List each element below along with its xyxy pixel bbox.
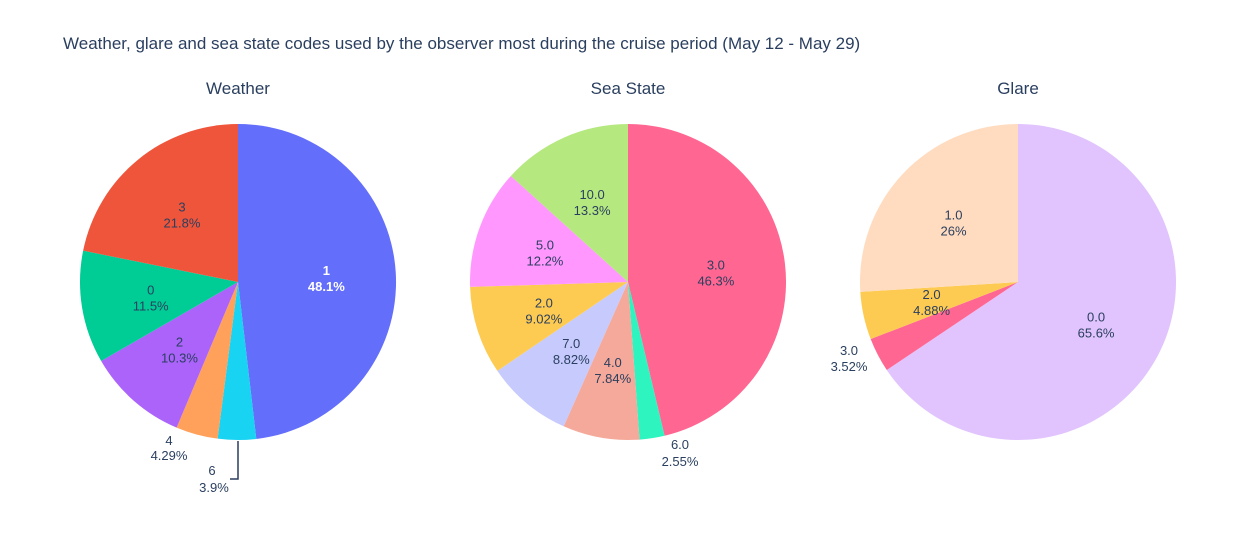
pie-slice-percent: 13.3% [574,203,611,218]
pie-slice-label: 0.0 [1087,310,1105,325]
pie-slice-label: 3.0 [840,343,858,358]
pie-slice-6-0 [628,282,665,440]
pie-slice-percent: 21.8% [164,216,201,231]
pie-slice-label: 6 [208,463,215,478]
pie-slice-percent: 11.5% [133,298,169,313]
pie-slice-label: 7.0 [562,336,580,351]
pie-slice-0 [80,250,238,362]
pie-slice-percent: 9.02% [525,311,562,326]
pie-slice-percent: 26% [940,223,966,238]
pie-slice-0-0 [886,124,1177,441]
pie-slice-4-0 [563,282,640,441]
pie-slice-6 [217,282,257,441]
pie-slice-percent: 48.1% [308,279,345,294]
pie-slice-label: 3 [178,200,185,215]
pie-leader-line [230,441,239,480]
pie-title: Glare [997,79,1039,98]
pie-slice-label: 6.0 [671,437,689,452]
pie-seastate: Sea State 3.046.3% 6.0 2.55% 4.07.84% 7.08.82… [470,79,787,469]
pie-slice-3-0 [628,123,787,436]
pie-slice-label: 10.0 [579,187,604,202]
pie-slice-label: 4.0 [604,355,622,370]
pie-slice-percent: 8.82% [553,352,590,367]
pie-slice-10-0 [510,124,628,282]
pie-title: Weather [206,79,270,98]
pie-slice-2-0 [860,282,1018,340]
pie-slice-2-0 [470,282,628,371]
pie-slice-2 [101,282,239,428]
pie-slice-label: 3.0 [707,258,725,273]
pie-slice-percent: 10.3% [161,350,198,365]
pie-slice-label: 4 [165,433,172,448]
pie-slice-label: 2.0 [535,295,553,310]
pie-slice-percent: 2.55% [662,454,699,469]
pie-slice-label: 2 [176,334,183,349]
pie-slice-percent: 46.3% [697,274,734,289]
pie-slice-percent: 3.9% [199,480,229,495]
pie-glare: Glare 0.065.6% 3.03.52% 2.04.88% 1.026% [831,79,1177,441]
pie-title: Sea State [591,79,666,98]
pie-slice-label: 1.0 [944,207,962,222]
pie-weather: Weather 148.1% 6 3.9% 44.29% 210.3% 011.5% 321.… [80,79,397,495]
pie-slice-percent: 4.29% [151,448,188,463]
pie-slice-label: 2.0 [923,287,941,302]
pie-slice-1-0 [859,124,1018,292]
chart-title: Weather, glare and sea state codes used … [63,34,861,53]
pie-slice-percent: 12.2% [527,253,564,268]
pie-slice-label: 0 [147,282,154,297]
pie-slice-percent: 3.52% [831,359,868,374]
pie-slice-label: 5.0 [536,237,554,252]
pie-slice-3-0 [870,282,1018,370]
pie-slice-label: 1 [323,263,330,278]
pie-slice-percent: 65.6% [1078,326,1115,341]
pie-slice-3 [83,124,238,282]
pie-slice-7-0 [497,282,628,427]
pie-slice-1 [238,124,397,439]
pie-slice-percent: 7.84% [594,371,631,386]
pie-slice-percent: 4.88% [913,303,950,318]
pie-slice-5-0 [470,176,628,287]
pie-slice-4 [176,282,238,439]
